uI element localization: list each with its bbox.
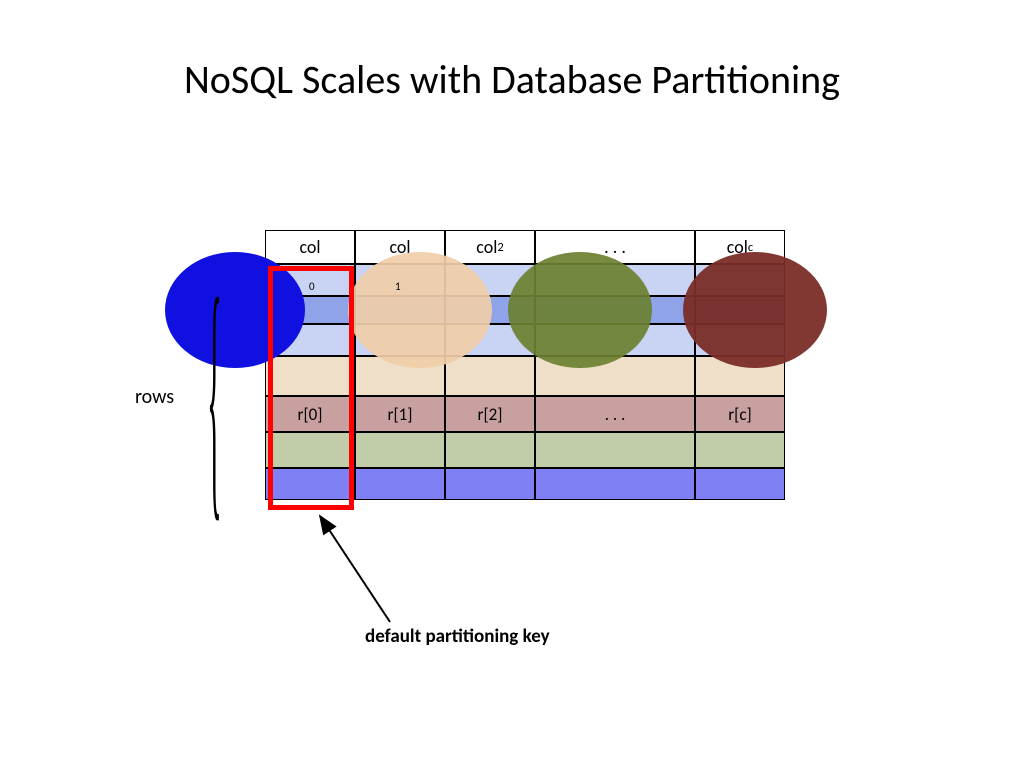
table-cell <box>535 432 695 468</box>
column-header: col <box>265 230 355 264</box>
table-cell <box>265 356 355 396</box>
table-cell: r[2] <box>445 396 535 432</box>
partition-ellipse <box>165 252 305 368</box>
column-header: col2 <box>445 230 535 264</box>
table-cell <box>265 468 355 500</box>
table-cell <box>535 468 695 500</box>
table-cell: r[c] <box>695 396 785 432</box>
col1-subscript: 1 <box>395 280 401 293</box>
table-cell <box>695 468 785 500</box>
partition-ellipse <box>683 252 827 368</box>
rows-brace: { <box>207 241 221 552</box>
table-cell <box>265 432 355 468</box>
table-cell: r[1] <box>355 396 445 432</box>
table-cell <box>445 468 535 500</box>
partition-diagram: colcolcol2. . .colcr[0]r[1]r[2]. . .r[c]… <box>265 230 785 550</box>
table-cell <box>445 356 535 396</box>
table-cell: r[0] <box>265 396 355 432</box>
partition-key-annotation: default partitioning key <box>365 625 550 648</box>
table-cell: . . . <box>535 396 695 432</box>
table-cell <box>445 432 535 468</box>
rows-label: rows <box>135 385 174 409</box>
slide-title: NoSQL Scales with Database Partitioning <box>0 55 1024 104</box>
partition-ellipse <box>508 252 652 368</box>
partition-ellipse <box>348 252 492 368</box>
col0-subscript: 0 <box>309 280 315 293</box>
table-cell <box>355 468 445 500</box>
table-cell <box>695 432 785 468</box>
table-cell <box>355 432 445 468</box>
